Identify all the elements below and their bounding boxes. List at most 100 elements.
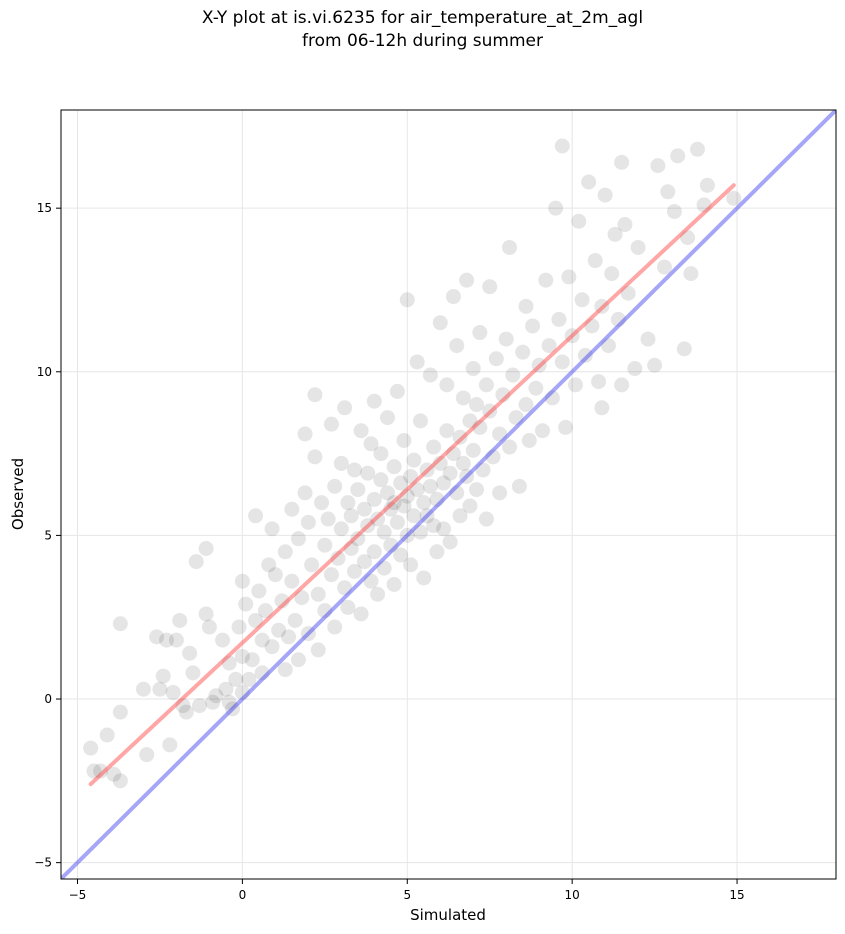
scatter-point — [469, 397, 485, 413]
scatter-point — [472, 325, 488, 341]
x-tick-label: 10 — [565, 888, 580, 902]
scatter-point — [432, 315, 448, 331]
scatter-point — [251, 583, 267, 599]
scatter-point — [248, 508, 264, 524]
scatter-point — [290, 652, 306, 668]
blue-identity-line — [61, 110, 836, 879]
scatter-point — [353, 606, 369, 622]
scatter-point — [297, 485, 313, 501]
scatter-point — [531, 357, 547, 373]
scatter-point — [449, 338, 465, 354]
chart-subtitle: from 06-12h during summer — [302, 31, 543, 51]
scatter-point — [422, 478, 438, 494]
scatter-point — [676, 341, 692, 357]
scatter-point — [99, 727, 115, 743]
scatter-point — [254, 665, 270, 681]
scatter-point — [475, 462, 491, 478]
scatter-point — [399, 527, 415, 543]
scatter-point — [399, 292, 415, 308]
scatter-point — [614, 377, 630, 393]
scatter-point — [472, 419, 488, 435]
scatter-point — [525, 318, 541, 334]
scatter-point — [347, 563, 363, 579]
scatter-point — [386, 495, 402, 511]
scatter-point — [175, 698, 191, 714]
scatter-point — [436, 521, 452, 537]
scatter-point — [330, 550, 346, 566]
scatter-point — [152, 681, 168, 697]
scatter-point — [386, 576, 402, 592]
scatter-point — [323, 416, 339, 432]
scatter-point — [498, 331, 514, 347]
scatter-point — [373, 446, 389, 462]
scatter-point — [327, 478, 343, 494]
scatter-point — [459, 469, 475, 485]
scatter-point — [647, 357, 663, 373]
scatter-point — [597, 187, 613, 203]
scatter-point — [300, 514, 316, 530]
scatter-point — [660, 184, 676, 200]
scatter-points — [83, 138, 742, 789]
scatter-point — [502, 239, 518, 255]
scatter-point — [617, 217, 633, 233]
scatter-point — [234, 648, 250, 664]
scatter-point — [670, 148, 686, 164]
chart-title: X-Y plot at is.vi.6235 for air_temperatu… — [201, 8, 644, 28]
scatter-point — [393, 475, 409, 491]
scatter-point — [192, 698, 208, 714]
scatter-point — [383, 501, 399, 517]
scatter-point — [689, 141, 705, 157]
axis-ticks: −5 0 5 10 15 −5 0 5 10 15 — [34, 201, 744, 902]
scatter-point — [558, 419, 574, 435]
scatter-point — [310, 586, 326, 602]
scatter-point — [683, 266, 699, 282]
scatter-point — [614, 154, 630, 170]
scatter-point — [485, 449, 501, 465]
scatter-point — [416, 570, 432, 586]
scatter-point — [426, 439, 442, 455]
scatter-point — [162, 737, 178, 753]
scatter-point — [300, 626, 316, 642]
scatter-point — [581, 174, 597, 190]
scatter-point — [587, 253, 603, 269]
y-tick-label: −5 — [34, 856, 52, 870]
y-tick-label: 10 — [37, 365, 52, 379]
scatter-point — [406, 452, 422, 468]
scatter-point — [445, 289, 461, 305]
scatter-point — [518, 298, 534, 314]
scatter-point — [366, 393, 382, 409]
scatter-point — [320, 511, 336, 527]
scatter-point — [439, 423, 455, 439]
scatter-point — [198, 606, 214, 622]
scatter-point — [630, 239, 646, 255]
scatter-point — [159, 632, 175, 648]
scatter-point — [168, 632, 184, 648]
scatter-point — [241, 671, 257, 687]
scatter-point — [264, 521, 280, 537]
scatter-point — [337, 400, 353, 416]
scatter-point — [406, 508, 422, 524]
scatter-point — [284, 501, 300, 517]
scatter-point — [393, 547, 409, 563]
scatter-point — [234, 573, 250, 589]
scatter-point — [376, 560, 392, 576]
scatter-point — [178, 704, 194, 720]
scatter-point — [327, 619, 343, 635]
scatter-point — [221, 694, 237, 710]
scatter-point — [521, 433, 537, 449]
scatter-point — [317, 537, 333, 553]
scatter-point — [112, 616, 128, 632]
scatter-point — [333, 455, 349, 471]
scatter-point — [149, 629, 165, 645]
scatter-point — [185, 665, 201, 681]
scatter-point — [350, 531, 366, 547]
scatter-point — [340, 599, 356, 615]
scatter-point — [356, 554, 372, 570]
scatter-point — [640, 331, 656, 347]
scatter-point — [419, 462, 435, 478]
scatter-point — [356, 501, 372, 517]
scatter-point — [182, 645, 198, 661]
scatter-point — [360, 518, 376, 534]
scatter-point — [370, 586, 386, 602]
scatter-point — [726, 190, 742, 206]
